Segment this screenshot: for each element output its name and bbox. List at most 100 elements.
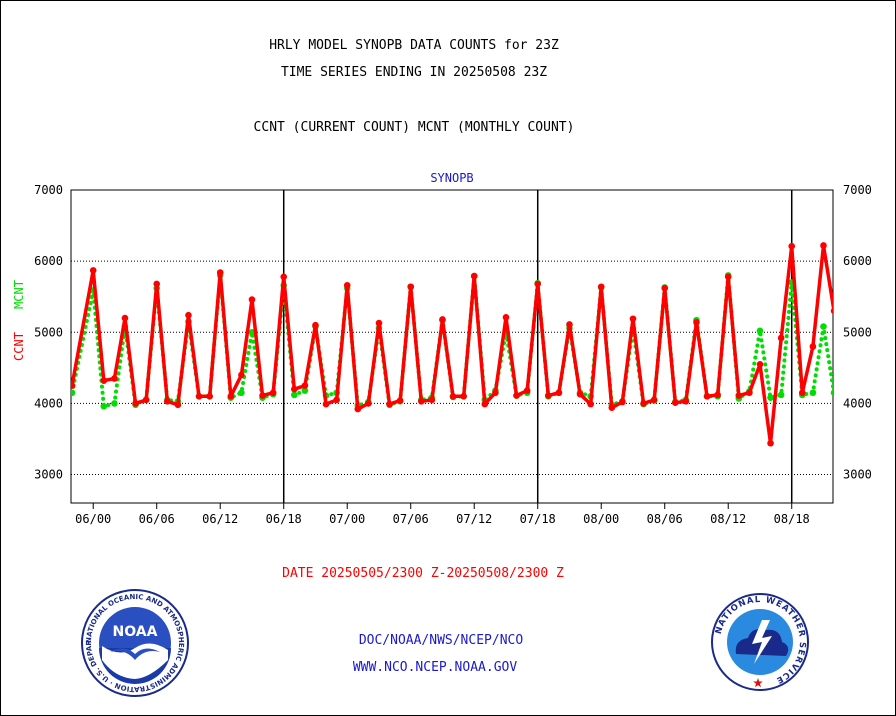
x-tick-label-07/18: 07/18 [520,512,556,526]
point-ccnt-56 [671,399,679,406]
point-ccnt-50 [608,404,616,411]
point-ccnt-43 [534,280,542,288]
point-ccnt-49 [597,283,605,291]
y-tick-left-3000: 3000 [34,468,63,482]
y-tick-right-3000: 3000 [843,468,872,482]
point-ccnt-61 [724,273,732,281]
x-tick-label-07/06: 07/06 [393,512,429,526]
point-ccnt-42 [523,387,531,394]
point-ccnt-2 [100,377,108,384]
point-ccnt-11 [195,392,203,400]
point-ccnt-66 [777,334,785,342]
point-ccnt-41 [513,392,520,399]
header-line-2: TIME SERIES ENDING IN 20250508 23Z [280,65,548,80]
point-ccnt-35 [449,392,457,400]
point-ccnt-26 [354,405,362,413]
noaa-logo: NATIONAL OCEANIC AND ATMOSPHERIC ADMINIS… [80,588,189,697]
header-line-1: HRLY MODEL SYNOPB DATA COUNTS for 23Z [269,38,559,53]
point-mcnt-15 [238,389,245,397]
point-ccnt-19 [280,273,288,281]
point-ccnt-16 [248,296,256,303]
point-ccnt-52 [629,315,637,323]
point-mcnt-71 [830,389,833,396]
point-mcnt-20 [290,391,298,399]
point-ccnt-15 [238,371,245,379]
point-ccnt-65 [767,439,774,447]
nws-logo: NATIONAL WEATHER SERVICE [711,593,809,691]
x-tick-label-07/00: 07/00 [329,512,365,526]
point-ccnt-32 [417,397,425,405]
point-ccnt-0 [71,382,76,389]
point-ccnt-25 [343,282,351,289]
x-tick-label-06/12: 06/12 [202,512,238,526]
point-ccnt-8 [163,397,171,405]
point-ccnt-6 [142,396,150,404]
point-ccnt-29 [386,400,393,408]
point-mcnt-70 [820,323,827,330]
point-ccnt-47 [576,390,584,398]
point-ccnt-71 [830,307,833,315]
y-tick-right-5000: 5000 [843,325,872,339]
point-ccnt-55 [661,284,669,292]
y-axis-label-ccnt: CCNT [12,332,26,361]
point-mcnt-64 [756,327,764,335]
point-ccnt-12 [206,392,213,400]
point-ccnt-64 [756,360,764,368]
point-ccnt-58 [693,319,700,326]
x-tick-label-06/06: 06/06 [139,512,175,526]
point-mcnt-3 [111,400,118,407]
point-ccnt-44 [544,392,552,399]
point-ccnt-1 [89,267,97,274]
point-ccnt-30 [396,397,404,404]
point-ccnt-34 [439,316,446,323]
point-ccnt-27 [365,400,372,407]
point-ccnt-22 [312,321,319,329]
point-ccnt-33 [428,396,436,404]
y-tick-right-7000: 7000 [843,183,872,197]
point-mcnt-16 [248,328,256,336]
y-tick-right-4000: 4000 [843,396,872,410]
point-ccnt-3 [111,375,118,382]
point-ccnt-57 [682,397,690,405]
y-axis-label-mcnt: MCNT [12,280,26,309]
point-ccnt-69 [809,343,817,350]
x-tick-label-06/00: 06/00 [75,512,111,526]
point-ccnt-37 [470,272,478,280]
website-url: WWW.NCO.NCEP.NOAA.GOV [352,660,518,675]
point-ccnt-24 [333,396,340,404]
y-tick-left-5000: 5000 [34,325,63,339]
point-ccnt-21 [301,382,309,389]
point-mcnt-72 [841,387,848,394]
noaa-logo-text: NOAA [113,624,158,640]
point-ccnt-31 [407,283,415,291]
point-ccnt-59 [703,392,711,400]
point-ccnt-60 [714,391,721,399]
y-tick-left-4000: 4000 [34,396,63,410]
point-ccnt-38 [481,400,489,408]
x-tick-label-08/06: 08/06 [647,512,683,526]
point-ccnt-28 [375,319,383,327]
point-ccnt-48 [587,400,594,408]
y-tick-right-6000: 6000 [843,254,872,268]
point-ccnt-62 [735,392,743,399]
point-ccnt-4 [121,314,129,322]
y-tick-left-7000: 7000 [34,183,63,197]
point-mcnt-66 [777,391,785,399]
org-label: DOC/NOAA/NWS/NCEP/NCO [358,633,524,648]
point-ccnt-18 [269,389,277,397]
point-ccnt-51 [619,398,626,406]
point-ccnt-39 [492,389,499,397]
point-ccnt-9 [174,401,182,409]
point-mcnt-2 [100,402,108,410]
x-tick-label-07/12: 07/12 [456,512,492,526]
point-ccnt-67 [788,242,796,250]
x-tick-label-06/18: 06/18 [266,512,302,526]
plot-area-frame [70,189,834,504]
x-tick-label-08/18: 08/18 [774,512,810,526]
point-ccnt-68 [798,389,806,397]
point-ccnt-10 [185,311,192,319]
header-line-3: CCNT (CURRENT COUNT) MCNT (MONTHLY COUNT… [253,120,575,135]
point-ccnt-54 [650,396,658,404]
x-tick-label-08/12: 08/12 [710,512,746,526]
